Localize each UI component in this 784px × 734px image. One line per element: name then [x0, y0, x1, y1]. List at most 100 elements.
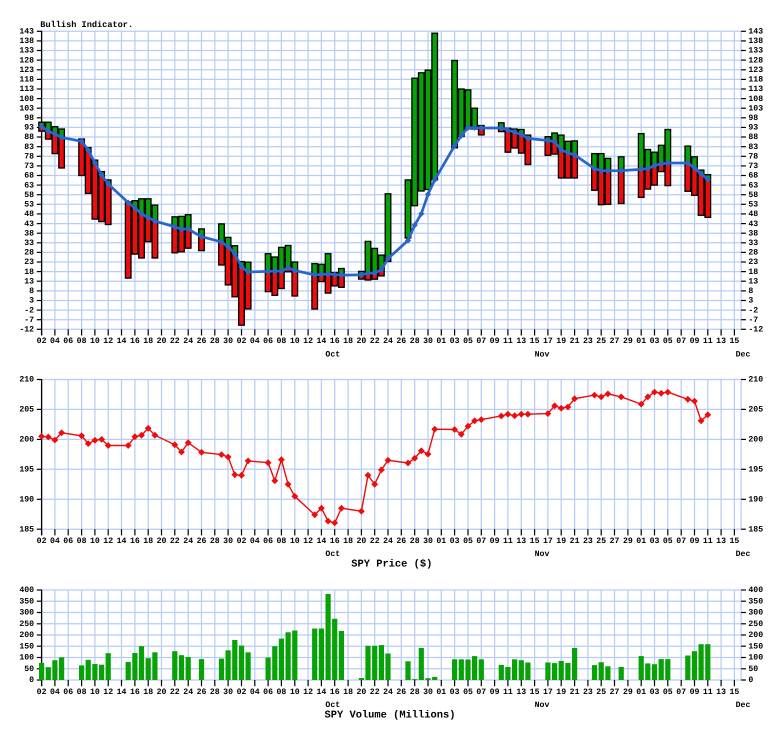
svg-text:Oct: Oct — [325, 701, 340, 710]
svg-text:250: 250 — [748, 620, 763, 629]
svg-text:68: 68 — [748, 172, 758, 181]
svg-text:07: 07 — [476, 337, 486, 346]
svg-text:43: 43 — [24, 220, 34, 229]
svg-text:14: 14 — [117, 537, 127, 546]
svg-text:13: 13 — [748, 277, 758, 286]
svg-text:08: 08 — [77, 537, 87, 546]
svg-text:350: 350 — [19, 598, 34, 607]
svg-text:01: 01 — [436, 537, 446, 546]
svg-text:12: 12 — [303, 337, 313, 346]
svg-text:50: 50 — [24, 665, 34, 674]
svg-text:26: 26 — [396, 688, 406, 697]
svg-text:25: 25 — [596, 688, 606, 697]
svg-text:30: 30 — [223, 688, 233, 697]
svg-text:03: 03 — [650, 337, 660, 346]
svg-text:13: 13 — [516, 688, 526, 697]
svg-text:190: 190 — [19, 496, 34, 505]
svg-text:38: 38 — [24, 229, 34, 238]
svg-text:21: 21 — [570, 537, 580, 546]
svg-text:22: 22 — [170, 537, 180, 546]
svg-text:14: 14 — [316, 688, 326, 697]
svg-text:13: 13 — [516, 337, 526, 346]
svg-text:143: 143 — [19, 28, 34, 37]
svg-text:02: 02 — [237, 337, 247, 346]
svg-text:33: 33 — [748, 239, 758, 248]
svg-text:03: 03 — [450, 537, 460, 546]
svg-text:0: 0 — [29, 676, 34, 685]
svg-text:05: 05 — [463, 537, 473, 546]
svg-text:04: 04 — [250, 337, 260, 346]
svg-text:28: 28 — [410, 688, 420, 697]
svg-text:05: 05 — [663, 337, 673, 346]
svg-text:27: 27 — [610, 537, 620, 546]
svg-text:-12: -12 — [19, 326, 34, 335]
svg-text:103: 103 — [748, 104, 763, 113]
svg-text:24: 24 — [383, 337, 393, 346]
svg-text:10: 10 — [90, 337, 100, 346]
svg-text:09: 09 — [690, 537, 700, 546]
svg-text:150: 150 — [748, 643, 763, 652]
svg-text:18: 18 — [343, 688, 353, 697]
svg-text:93: 93 — [24, 124, 34, 133]
svg-text:05: 05 — [463, 337, 473, 346]
svg-text:13: 13 — [716, 337, 726, 346]
svg-text:Nov: Nov — [535, 550, 550, 559]
svg-text:53: 53 — [748, 201, 758, 210]
svg-text:02: 02 — [37, 688, 47, 697]
svg-text:18: 18 — [143, 537, 153, 546]
svg-text:13: 13 — [716, 537, 726, 546]
svg-text:Dec: Dec — [736, 350, 751, 359]
svg-text:26: 26 — [197, 688, 207, 697]
svg-text:350: 350 — [748, 598, 763, 607]
svg-text:16: 16 — [330, 688, 340, 697]
svg-text:Dec: Dec — [736, 550, 751, 559]
svg-text:01: 01 — [436, 688, 446, 697]
svg-text:24: 24 — [183, 688, 193, 697]
svg-text:15: 15 — [729, 337, 739, 346]
svg-text:16: 16 — [330, 337, 340, 346]
svg-text:300: 300 — [748, 609, 763, 618]
svg-text:29: 29 — [623, 337, 633, 346]
svg-text:Bullish Indicator.: Bullish Indicator. — [40, 20, 133, 30]
svg-text:68: 68 — [24, 172, 34, 181]
svg-text:29: 29 — [623, 688, 633, 697]
svg-text:200: 200 — [748, 436, 763, 445]
svg-text:Nov: Nov — [535, 701, 550, 710]
svg-text:30: 30 — [423, 688, 433, 697]
svg-text:38: 38 — [748, 229, 758, 238]
svg-text:250: 250 — [19, 620, 34, 629]
svg-text:22: 22 — [370, 337, 380, 346]
svg-text:27: 27 — [610, 337, 620, 346]
svg-text:123: 123 — [19, 66, 34, 75]
svg-text:133: 133 — [19, 47, 34, 56]
svg-text:06: 06 — [63, 337, 73, 346]
svg-text:63: 63 — [748, 181, 758, 190]
svg-text:04: 04 — [50, 537, 60, 546]
svg-text:28: 28 — [748, 249, 758, 258]
svg-text:24: 24 — [183, 337, 193, 346]
svg-text:205: 205 — [19, 406, 34, 415]
svg-text:05: 05 — [663, 537, 673, 546]
svg-text:19: 19 — [556, 337, 566, 346]
svg-text:05: 05 — [663, 688, 673, 697]
svg-text:83: 83 — [24, 143, 34, 152]
svg-text:93: 93 — [748, 124, 758, 133]
svg-text:11: 11 — [503, 337, 513, 346]
svg-text:17: 17 — [543, 337, 553, 346]
svg-text:22: 22 — [370, 688, 380, 697]
svg-text:143: 143 — [748, 28, 763, 37]
svg-text:24: 24 — [383, 688, 393, 697]
svg-text:108: 108 — [19, 95, 34, 104]
svg-text:98: 98 — [748, 114, 758, 123]
svg-text:200: 200 — [748, 631, 763, 640]
svg-text:113: 113 — [748, 85, 763, 94]
svg-text:11: 11 — [703, 688, 713, 697]
svg-text:12: 12 — [103, 337, 113, 346]
svg-text:138: 138 — [748, 37, 763, 46]
svg-text:12: 12 — [303, 688, 313, 697]
svg-text:08: 08 — [276, 537, 286, 546]
svg-text:150: 150 — [19, 643, 34, 652]
svg-text:100: 100 — [748, 654, 763, 663]
svg-text:138: 138 — [19, 37, 34, 46]
svg-text:18: 18 — [343, 337, 353, 346]
